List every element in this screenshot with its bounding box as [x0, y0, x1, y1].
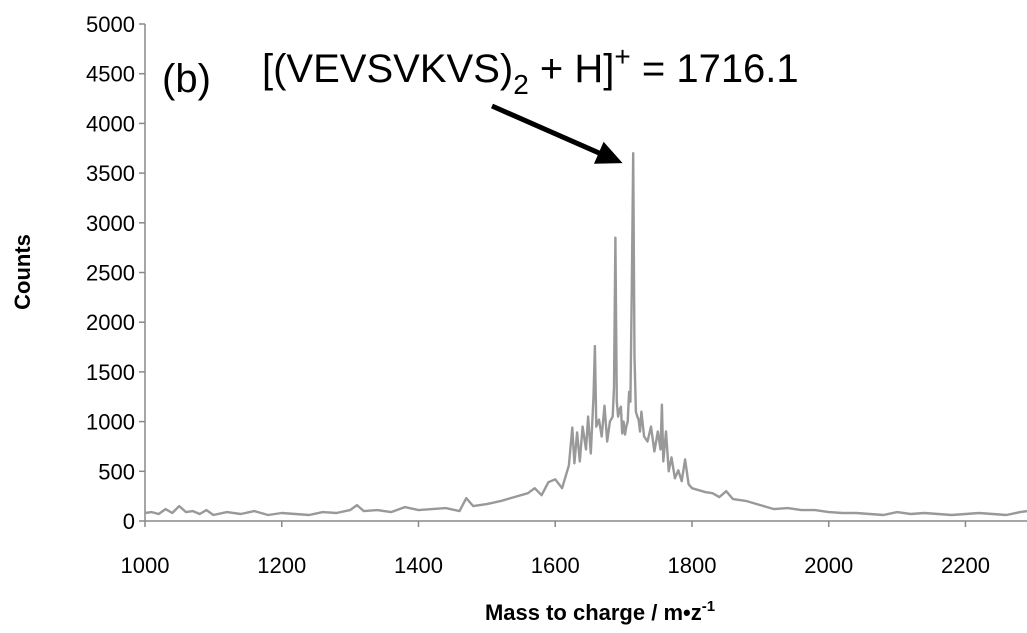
x-tick-label: 1800 [668, 553, 717, 578]
annotation-mid: + H] [529, 47, 615, 91]
y-tick-label: 5000 [86, 12, 135, 37]
x-tick-label: 1200 [257, 553, 306, 578]
series-group [144, 151, 1027, 517]
annotation-arrow-head [593, 141, 623, 164]
y-tick-label: 3500 [86, 161, 135, 186]
annotation-main: [(VEVSVKVS) [262, 47, 513, 91]
y-tick-label: 1500 [86, 360, 135, 385]
x-axis-title: Mass to charge / m•z-1 [485, 598, 715, 625]
x-tick-label: 1600 [531, 553, 580, 578]
x-axis-title-text: Mass to charge / m•z [485, 600, 702, 625]
annotation-subscript: 2 [513, 69, 529, 100]
annotation-arrow-shaft [490, 103, 610, 160]
y-axis-title: Counts [10, 234, 35, 310]
annotation-end: = 1716.1 [631, 47, 799, 91]
tick-labels-group: 0 500 1000 1500 2000 2500 3000 3500 4000 4500 5000… [86, 12, 990, 578]
annotation-arrow-group [490, 103, 623, 164]
y-tick-label: 1000 [86, 410, 135, 435]
y-tick-label: 4500 [86, 62, 135, 87]
axes-group [139, 23, 1027, 527]
annotation-superscript: + [614, 41, 630, 72]
spectrum-series-line-0 [144, 151, 1027, 517]
x-tick-label: 2200 [941, 553, 990, 578]
panel-label: (b) [162, 57, 211, 101]
peak-annotation: [(VEVSVKVS)2 + H]+ = 1716.1 [262, 41, 799, 100]
y-tick-label: 500 [98, 459, 135, 484]
y-tick-label: 2500 [86, 261, 135, 286]
y-tick-label: 4000 [86, 111, 135, 136]
x-tick-label: 2000 [804, 553, 853, 578]
y-tick-label: 0 [123, 509, 135, 534]
x-tick-label: 1000 [121, 553, 170, 578]
x-tick-label: 1400 [394, 553, 443, 578]
y-tick-label: 3000 [86, 211, 135, 236]
y-tick-label: 2000 [86, 310, 135, 335]
x-axis-title-superscript: -1 [702, 598, 715, 615]
